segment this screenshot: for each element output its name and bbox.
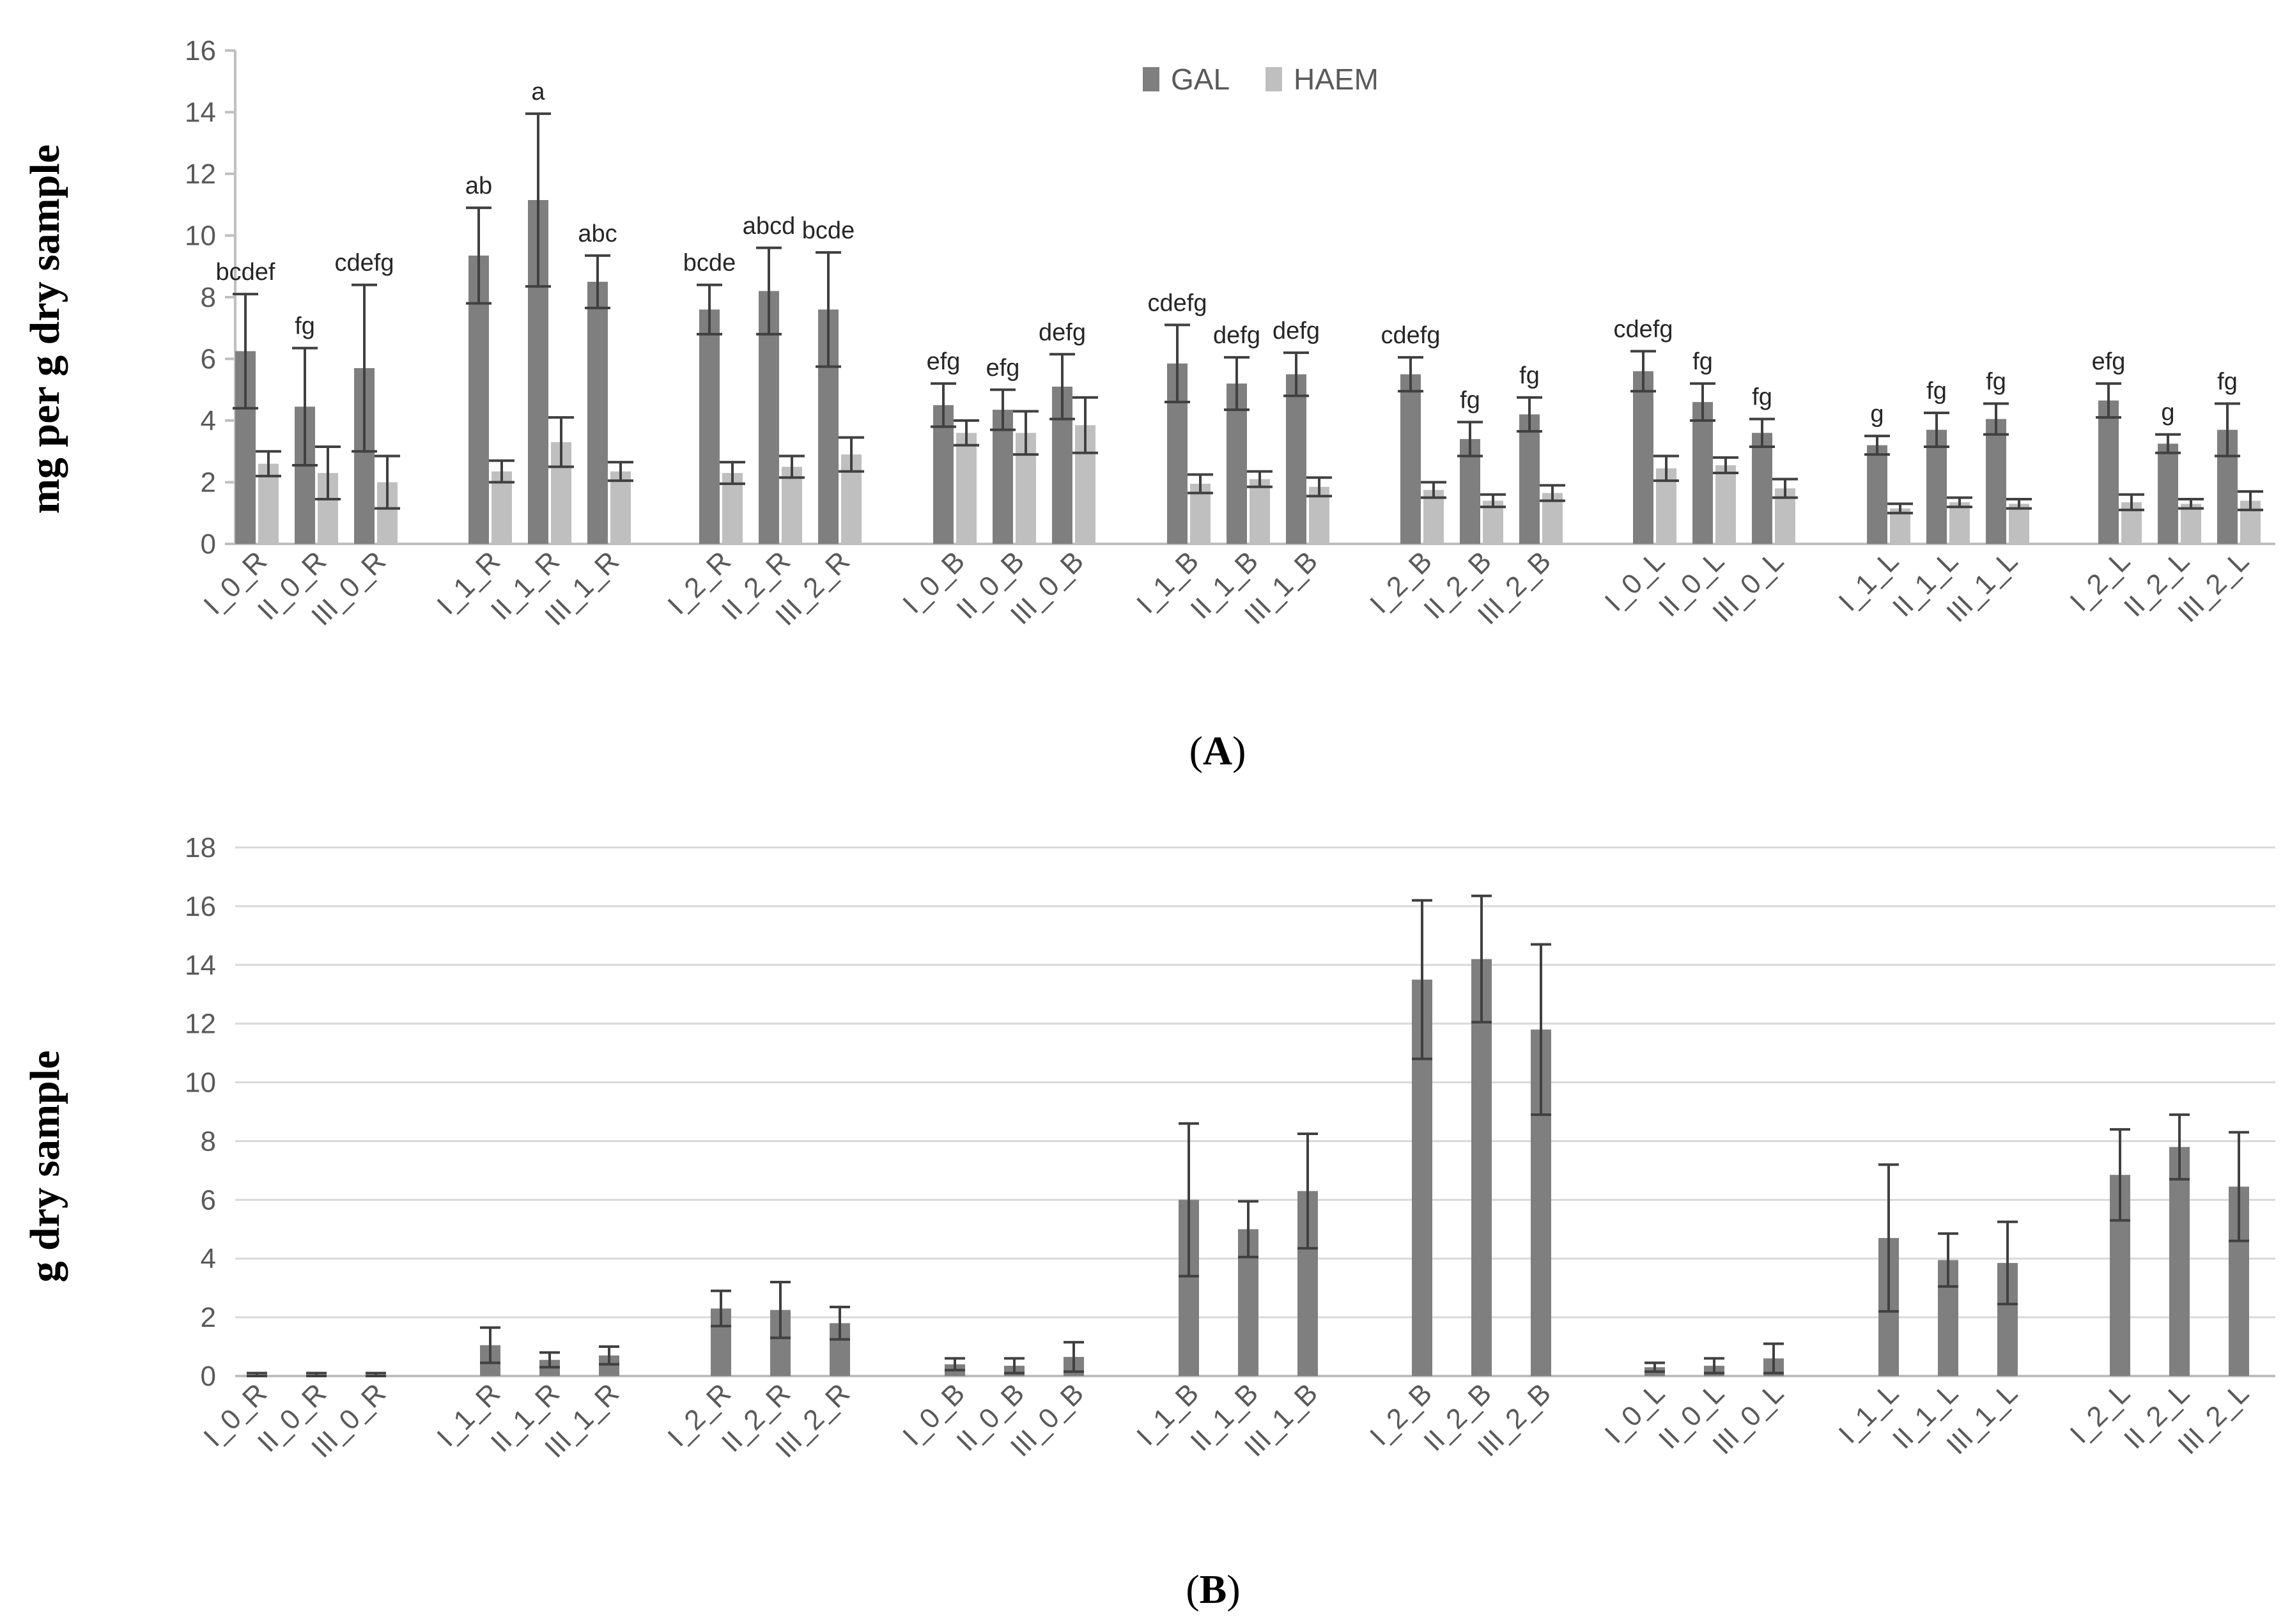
y-tick-label: 12	[185, 1009, 216, 1040]
y-tick-label: 10	[185, 220, 216, 252]
significance-label-II_0_R: fg	[295, 313, 315, 340]
legend-label-gal: GAL	[1171, 63, 1230, 96]
significance-label-II_1_B: defg	[1213, 322, 1260, 349]
y-tick-label: 2	[201, 467, 216, 499]
significance-label-I_0_B: efg	[927, 348, 961, 375]
significance-label-III_2_B: fg	[1519, 362, 1540, 389]
bar-gal-I_2_R	[699, 309, 720, 544]
bar-haem-II_2_L	[2181, 504, 2201, 544]
y-tick-label: 16	[185, 35, 216, 66]
significance-label-III_1_L: fg	[1986, 368, 2006, 395]
significance-label-II_1_R: a	[531, 79, 545, 105]
y-axis-label: mg per g dry sample	[22, 144, 68, 514]
bar-haem-II_1_L	[1949, 502, 1970, 544]
significance-label-II_0_L: fg	[1692, 348, 1713, 375]
y-tick-label: 12	[185, 159, 216, 190]
bar-gal-III_2_B	[1519, 414, 1540, 544]
bar-gal-II_2_L	[2158, 444, 2178, 544]
bar-gal-II_0_B	[993, 410, 1013, 544]
significance-label-I_1_L: g	[1870, 401, 1884, 428]
y-tick-label: 0	[201, 529, 216, 560]
y-tick-label: 0	[201, 1361, 216, 1392]
significance-label-III_1_B: defg	[1273, 318, 1320, 344]
y-tick-label: 14	[185, 97, 216, 128]
bar-gal-III_1_B	[1286, 374, 1306, 544]
bar-gal-I_2_L	[2098, 400, 2119, 544]
bar-gal-II_1_L	[1926, 429, 1947, 544]
significance-label-II_2_R: abcd	[743, 213, 795, 240]
panel-label-b: (B)	[1186, 1566, 1240, 1612]
bar-haem-III_1_R	[610, 471, 631, 544]
significance-label-II_2_L: g	[2161, 399, 2174, 426]
bar-haem-I_0_B	[956, 433, 977, 544]
significance-label-I_2_R: bcde	[683, 250, 736, 277]
bar-haem-I_1_L	[1890, 508, 1910, 544]
significance-label-III_1_R: abc	[578, 220, 617, 247]
bar-haem-I_1_R	[491, 471, 512, 544]
significance-label-I_0_L: cdefg	[1614, 316, 1673, 343]
y-axis-label: g dry sample	[22, 1051, 68, 1283]
legend-label-haem: HAEM	[1294, 63, 1379, 96]
bar-gal-I_0_L	[1633, 371, 1653, 544]
y-tick-label: 2	[201, 1302, 216, 1333]
bar-value-II_2_B	[1471, 959, 1492, 1376]
bar-gal-III_1_R	[587, 281, 608, 544]
bar-value-II_2_L	[2169, 1147, 2190, 1376]
bar-gal-III_0_L	[1752, 433, 1772, 544]
bar-haem-III_1_L	[2009, 504, 2029, 544]
significance-label-III_0_B: defg	[1039, 319, 1086, 346]
bar-haem-I_2_B	[1423, 490, 1444, 544]
significance-label-I_2_L: efg	[2092, 348, 2126, 375]
significance-label-I_1_B: cdefg	[1148, 290, 1207, 316]
significance-label-III_2_R: bcde	[802, 217, 855, 244]
bar-haem-II_1_B	[1250, 479, 1270, 544]
y-tick-label: 8	[201, 282, 216, 313]
significance-label-I_1_R: ab	[465, 173, 492, 199]
significance-label-II_2_B: fg	[1460, 387, 1480, 414]
bar-gal-II_0_L	[1692, 402, 1713, 544]
y-tick-label: 6	[201, 1184, 216, 1216]
significance-label-I_2_B: cdefg	[1381, 322, 1441, 349]
legend-swatch-haem	[1265, 67, 1282, 91]
significance-label-I_0_R: bcdef	[216, 259, 275, 286]
y-tick-label: 14	[185, 950, 216, 981]
bar-gal-I_0_B	[933, 405, 954, 544]
significance-label-II_0_B: efg	[986, 355, 1020, 382]
significance-label-III_2_L: fg	[2217, 368, 2238, 395]
y-tick-label: 4	[201, 1243, 216, 1274]
y-tick-label: 6	[201, 344, 216, 375]
y-tick-label: 18	[185, 832, 216, 863]
significance-label-III_0_R: cdefg	[335, 250, 394, 277]
panel-label-a: (A)	[1189, 728, 1246, 773]
legend: GAL HAEM	[1143, 63, 1379, 96]
y-tick-label: 8	[201, 1125, 216, 1157]
legend-swatch-gal	[1143, 67, 1159, 91]
bar-gal-I_1_L	[1867, 445, 1887, 544]
bar-gal-I_2_B	[1400, 374, 1421, 544]
significance-label-II_1_L: fg	[1926, 378, 1947, 405]
bar-haem-II_0_L	[1715, 465, 1736, 544]
y-tick-label: 10	[185, 1067, 216, 1099]
y-tick-label: 4	[201, 405, 216, 437]
bar-haem-II_2_R	[782, 467, 802, 544]
bar-gal-III_1_L	[1986, 419, 2006, 544]
y-tick-label: 16	[185, 891, 216, 922]
significance-label-III_0_L: fg	[1752, 384, 1772, 411]
